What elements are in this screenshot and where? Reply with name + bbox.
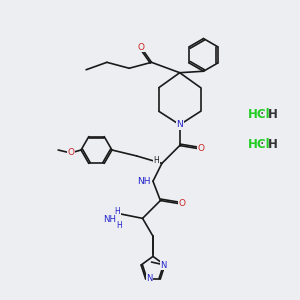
Text: O: O bbox=[178, 199, 185, 208]
Text: NH: NH bbox=[103, 215, 116, 224]
Text: ·: · bbox=[259, 107, 264, 121]
Text: N: N bbox=[176, 120, 183, 129]
Text: HCl: HCl bbox=[248, 138, 271, 151]
Text: H: H bbox=[267, 138, 277, 151]
Text: N: N bbox=[160, 260, 167, 269]
Text: O: O bbox=[67, 148, 74, 158]
Text: ·: · bbox=[259, 137, 264, 151]
Text: H: H bbox=[116, 221, 122, 230]
Text: H: H bbox=[154, 156, 159, 165]
Text: NH: NH bbox=[137, 177, 151, 186]
Text: O: O bbox=[197, 144, 204, 153]
Text: N: N bbox=[146, 274, 152, 284]
Text: O: O bbox=[138, 43, 145, 52]
Text: H: H bbox=[114, 207, 120, 216]
Text: HCl: HCl bbox=[248, 108, 271, 121]
Text: H: H bbox=[267, 108, 277, 121]
